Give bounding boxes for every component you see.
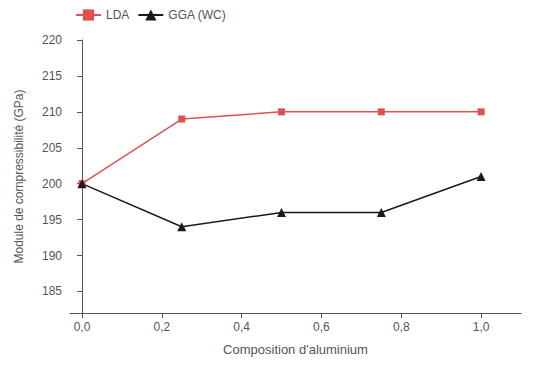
svg-text:GGA (WC): GGA (WC) [168,8,225,22]
svg-text:0,8: 0,8 [393,320,410,334]
svg-text:205: 205 [42,141,62,155]
svg-text:0,6: 0,6 [313,320,330,334]
svg-text:195: 195 [42,213,62,227]
svg-text:LDA: LDA [106,8,129,22]
svg-text:Composition d'aluminium: Composition d'aluminium [223,342,368,357]
svg-text:190: 190 [42,249,62,263]
svg-text:220: 220 [42,33,62,47]
svg-text:200: 200 [42,177,62,191]
svg-text:185: 185 [42,284,62,298]
svg-text:Module de compressibilité (GPa: Module de compressibilité (GPa) [12,89,26,263]
svg-text:215: 215 [42,69,62,83]
svg-text:0,0: 0,0 [74,320,91,334]
svg-text:1,0: 1,0 [473,320,490,334]
svg-text:0,2: 0,2 [153,320,170,334]
svg-text:210: 210 [42,105,62,119]
svg-text:0,4: 0,4 [233,320,250,334]
